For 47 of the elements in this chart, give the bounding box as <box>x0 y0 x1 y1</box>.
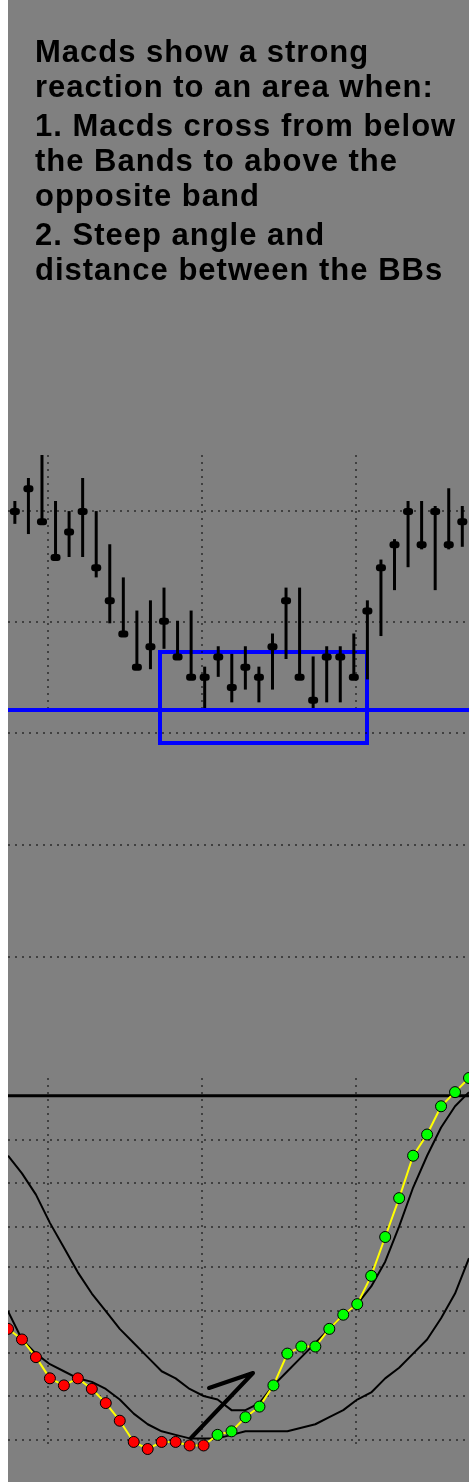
point <box>239 1411 252 1424</box>
point <box>267 1379 280 1392</box>
point <box>253 1400 266 1413</box>
point <box>71 1372 84 1385</box>
point <box>365 1269 378 1282</box>
text: 2. Steep angle and distance between the BBs <box>35 217 445 287</box>
candlestick <box>240 646 251 690</box>
point <box>141 1443 154 1455</box>
candlestick <box>213 646 224 677</box>
candlestick <box>416 500 427 550</box>
candlestick <box>267 633 278 690</box>
point <box>393 1192 406 1205</box>
point <box>183 1439 196 1452</box>
point <box>295 1340 308 1353</box>
point <box>197 1439 210 1452</box>
point <box>449 1086 462 1099</box>
point <box>127 1435 140 1448</box>
point <box>43 1372 56 1385</box>
point <box>57 1379 70 1392</box>
point <box>155 1435 168 1448</box>
point <box>211 1428 224 1441</box>
point <box>281 1347 294 1360</box>
candlestick <box>375 559 386 638</box>
point <box>99 1397 112 1410</box>
candlestick <box>389 539 400 592</box>
point <box>29 1351 42 1364</box>
point <box>435 1100 448 1113</box>
point <box>309 1340 322 1353</box>
candlestick <box>253 666 264 703</box>
point <box>85 1382 98 1395</box>
point <box>169 1435 182 1448</box>
point <box>407 1149 420 1162</box>
point <box>15 1333 28 1346</box>
point <box>351 1298 364 1311</box>
point <box>323 1322 336 1335</box>
candlestick <box>335 646 346 703</box>
candlestick <box>77 477 88 557</box>
chart-title: Macds show a strong reaction to an area when: <box>35 34 435 104</box>
candlestick <box>226 652 237 703</box>
candlestick <box>321 646 332 703</box>
point <box>379 1231 392 1243</box>
point <box>337 1308 350 1321</box>
point <box>225 1425 238 1438</box>
point <box>113 1414 126 1427</box>
text: 1. Macds cross from below the Bands to above the opposite band <box>35 108 458 213</box>
candlestick <box>308 656 319 710</box>
point <box>421 1128 434 1141</box>
